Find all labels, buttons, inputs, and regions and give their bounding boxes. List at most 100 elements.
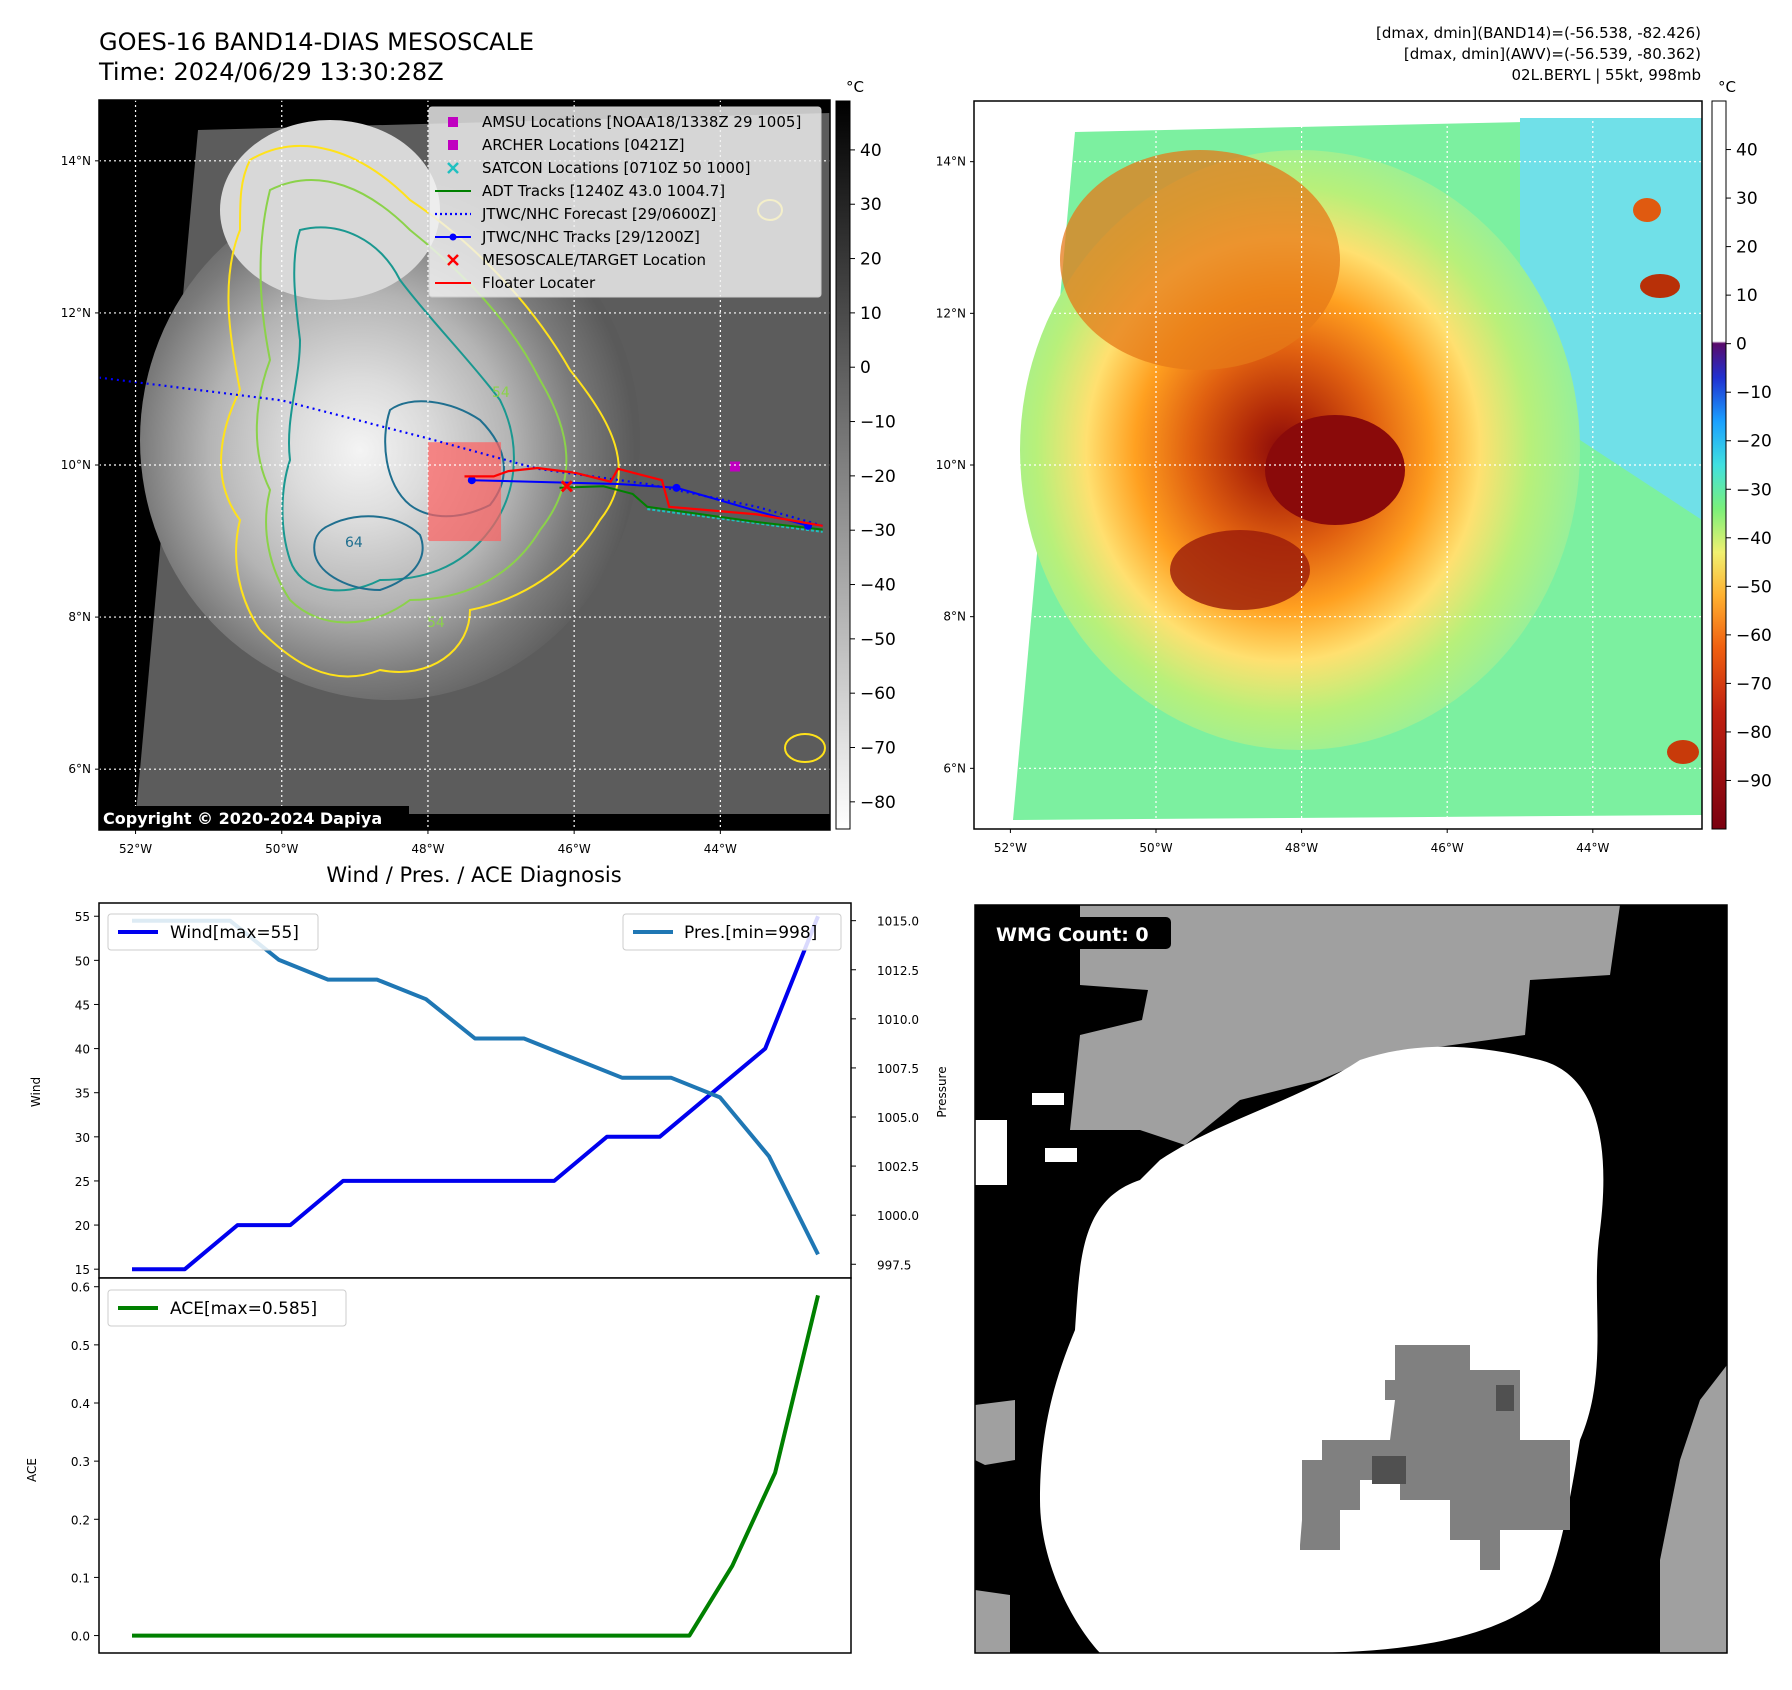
satcon-track	[647, 508, 823, 533]
wind-tick-label: 50	[75, 954, 90, 968]
legend-label: SATCON Locations [0710Z 50 1000]	[482, 159, 750, 177]
awv-lon-tick-label: 44°W	[1576, 841, 1609, 855]
awv-panel-frame	[973, 100, 1703, 830]
colorbar-tick-label: −70	[860, 739, 896, 759]
wind-legend-label: Wind[max=55]	[170, 923, 299, 943]
ir-satellite-panel: 54 54 64 14°N 12°N 10°N 8°N 6°N 52°W 50°W 48°W 4…	[61, 78, 896, 856]
colorbar-tick-label: −90	[1736, 771, 1772, 791]
colorbar-tick-label: −50	[1736, 577, 1772, 597]
colorbar-tick-label: 40	[860, 141, 882, 161]
wind-tick-label: 30	[75, 1131, 90, 1145]
legend-square-marker	[448, 117, 458, 127]
legend-dot-marker	[449, 233, 457, 241]
wind-tick-label: 20	[75, 1219, 90, 1233]
ace-axis-label: ACE	[25, 1458, 39, 1482]
ace-axis-ticks: 0.0 0.1 0.2 0.3 0.4 0.5 0.6	[71, 1281, 99, 1644]
ace-series-line	[132, 1294, 820, 1638]
wind-legend: Wind[max=55]	[107, 913, 319, 951]
colorbar-tick-label: −50	[860, 630, 896, 650]
pressure-tick-label: 997.5	[877, 1258, 911, 1272]
legend-label: Floater Locater	[482, 274, 596, 292]
colorbar-tick-label: 40	[1736, 141, 1758, 161]
ir-cloud-mass	[140, 180, 640, 700]
wmg-white-cell	[975, 1120, 1007, 1185]
contour-island-se	[784, 733, 826, 763]
awv-lon-tick-label: 52°W	[994, 841, 1027, 855]
legend-x-marker	[447, 254, 459, 266]
copyright-text: Copyright © 2020-2024 Dapiya	[103, 809, 382, 828]
awv-band-north	[1060, 150, 1340, 370]
colorbar-tick-label: 10	[1736, 286, 1758, 306]
legend-label: ADT Tracks [1240Z 43.0 1004.7]	[482, 182, 725, 200]
ir-cloud-north	[220, 120, 440, 300]
colorbar-tick-label: −80	[1736, 723, 1772, 743]
ir-lat-tick-label: 14°N	[61, 154, 91, 168]
pressure-legend-label: Pres.[min=998]	[684, 923, 817, 943]
jtwc-track-point	[467, 476, 476, 485]
awv-gridlines: 14°N 12°N 10°N 8°N 6°N 52°W 50°W 48°W 46°W 44°W	[936, 101, 1702, 855]
colorbar-tick-label: −20	[860, 467, 896, 487]
ir-colorbar-ticks: 40 30 20 10 0 −10 −20 −30 −40 −50 −60 −70 −80	[850, 141, 896, 813]
ace-tick-label: 0.3	[71, 1455, 90, 1469]
wind-tick-label: 45	[75, 998, 90, 1012]
colorbar-tick-label: −70	[1736, 674, 1772, 694]
ir-lon-tick-label: 44°W	[704, 842, 737, 856]
ir-panel-frame	[98, 99, 831, 831]
copyright-box	[99, 806, 409, 830]
contour-label: 54	[427, 615, 445, 631]
wind-tick-label: 55	[75, 910, 90, 924]
pressure-tick-label: 1000.0	[877, 1209, 919, 1223]
wind-axis-ticks: 15 20 25 30 35 40 45 50 55	[75, 910, 99, 1277]
wmg-panel: WMG Count: 0	[974, 904, 1728, 1654]
pressure-tick-label: 1007.5	[877, 1062, 919, 1076]
legend-label: ARCHER Locations [0421Z]	[482, 136, 685, 154]
wmg-gray-se	[1660, 1365, 1727, 1653]
colorbar-tick-label: −60	[860, 684, 896, 704]
wind-plot-area	[98, 902, 852, 1279]
adt-track	[559, 485, 823, 531]
wind-tick-label: 40	[75, 1043, 90, 1057]
contour-darkteal-2	[313, 515, 424, 592]
info-line3: 02L.BERYL | 55kt, 998mb	[1511, 66, 1701, 84]
ir-lon-tick-label: 52°W	[119, 842, 152, 856]
legend-x-marker	[447, 162, 459, 174]
ir-lat-tick-label: 12°N	[61, 306, 91, 320]
ace-subplot: 0.0 0.1 0.2 0.3 0.4 0.5 0.6 ACE ACE[max=0.585]	[25, 1277, 852, 1654]
colorbar-tick-label: −10	[860, 413, 896, 433]
ir-legend-box	[428, 106, 822, 298]
colorbar-tick-label: −40	[860, 576, 896, 596]
floater-locater-track	[464, 466, 823, 527]
colorbar-tick-label: 30	[860, 195, 882, 215]
legend-label: AMSU Locations [NOAA18/1338Z 29 1005]	[482, 113, 801, 131]
colorbar-tick-label: −30	[1736, 480, 1772, 500]
pressure-tick-label: 1002.5	[877, 1160, 919, 1174]
wind-pressure-subplot: 15 20 25 30 35 40 45 50 55 997.5 1000.0 1002.5 1005…	[29, 902, 949, 1279]
contour-label: 54	[492, 385, 510, 401]
awv-cell-ne2	[1640, 274, 1680, 298]
wmg-gray-cell	[1372, 1456, 1406, 1484]
colorbar-tick-label: −60	[1736, 626, 1772, 646]
pressure-axis-label: Pressure	[935, 1066, 949, 1117]
wind-legend-box	[107, 913, 319, 951]
ace-tick-label: 0.0	[71, 1630, 90, 1644]
wmg-white-cell	[1045, 1148, 1077, 1162]
ir-colorbar	[835, 100, 851, 830]
ace-tick-label: 0.4	[71, 1397, 90, 1411]
legend-label: JTWC/NHC Forecast [29/0600Z]	[481, 205, 716, 223]
ace-legend-box	[107, 1289, 347, 1327]
ace-plot-area	[98, 1277, 852, 1654]
awv-lon-tick-label: 50°W	[1139, 841, 1172, 855]
colorbar-tick-label: 0	[860, 358, 871, 378]
awv-lat-tick-label: 14°N	[936, 155, 966, 169]
ace-legend: ACE[max=0.585]	[107, 1289, 347, 1327]
awv-lat-tick-label: 8°N	[943, 610, 966, 624]
colorbar-tick-label: 0	[1736, 335, 1747, 355]
pressure-tick-label: 1005.0	[877, 1111, 919, 1125]
colorbar-tick-label: 20	[1736, 238, 1758, 258]
wind-tick-label: 15	[75, 1263, 90, 1277]
awv-satellite-panel: 14°N 12°N 10°N 8°N 6°N 52°W 50°W 48°W 46°W 44°W °…	[936, 78, 1772, 855]
wind-series-line	[132, 915, 820, 1272]
pressure-legend: Pres.[min=998]	[622, 913, 842, 951]
ir-colorbar-unit: °C	[846, 78, 864, 96]
